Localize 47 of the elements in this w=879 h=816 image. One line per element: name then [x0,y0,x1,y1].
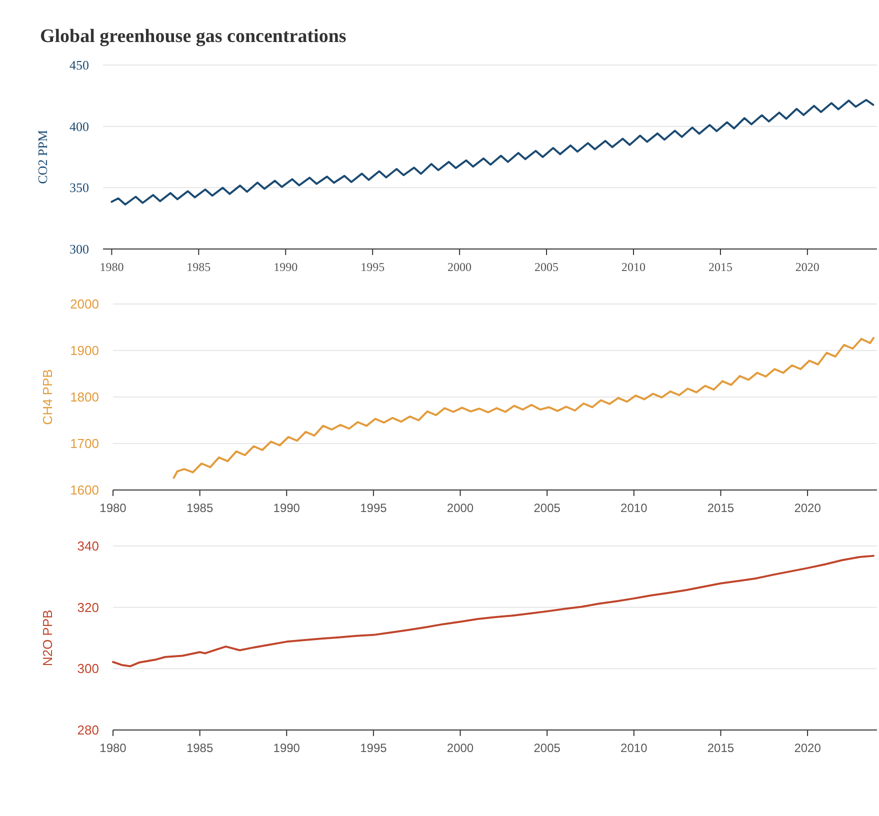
y-tick-label: 1800 [70,390,99,405]
x-tick-label: 1990 [273,741,300,755]
chart-title: Global greenhouse gas concentrations [40,26,346,47]
x-tick-label: 1995 [360,260,385,274]
x-tick-label: 2020 [794,501,822,515]
x-tick-label: 2020 [795,260,820,274]
x-tick-label: 2010 [620,741,648,755]
x-tick-label: 1980 [100,501,127,515]
y-axis-title: CO2 PPM [35,130,50,184]
x-tick-label: 1995 [360,501,388,515]
x-tick-label: 1980 [100,741,127,755]
x-tick-label: 2010 [621,260,646,274]
x-tick-label: 1990 [273,501,300,515]
y-axis-title: CH4 PPB [40,369,55,425]
y-tick-label: 340 [77,538,99,554]
y-tick-label: 1900 [70,343,99,358]
y-tick-label: 1700 [70,436,99,452]
y-tick-label: 1600 [70,482,99,498]
x-tick-label: 2005 [534,501,561,515]
x-tick-label: 1995 [360,741,388,755]
y-tick-label: 300 [70,242,89,257]
y-tick-label: 450 [70,58,89,73]
x-tick-label: 1990 [274,260,298,274]
x-tick-label: 2015 [707,501,734,515]
y-tick-label: 350 [70,180,89,196]
x-tick-label: 2005 [534,741,561,755]
x-tick-label: 2015 [707,741,734,755]
y-tick-label: 2000 [70,296,99,312]
x-tick-label: 2010 [620,501,648,515]
y-tick-label: 280 [77,722,99,738]
x-tick-label: 1985 [186,501,214,515]
x-tick-label: 1985 [186,741,214,755]
x-tick-label: 2020 [794,741,822,755]
x-tick-label: 2000 [446,741,474,755]
y-tick-label: 400 [70,118,89,134]
x-tick-label: 2005 [534,260,559,274]
line-series [110,98,874,206]
y-tick-label: 320 [77,600,99,615]
line-series [172,336,875,479]
x-tick-label: 1985 [186,260,211,274]
y-tick-label: 300 [77,661,99,676]
x-tick-label: 1980 [100,260,124,274]
y-axis-title: N2O PPB [40,610,55,666]
x-tick-label: 2015 [708,260,732,274]
x-tick-label: 2000 [448,260,472,274]
x-tick-label: 2000 [446,501,474,515]
line-series [112,554,875,668]
